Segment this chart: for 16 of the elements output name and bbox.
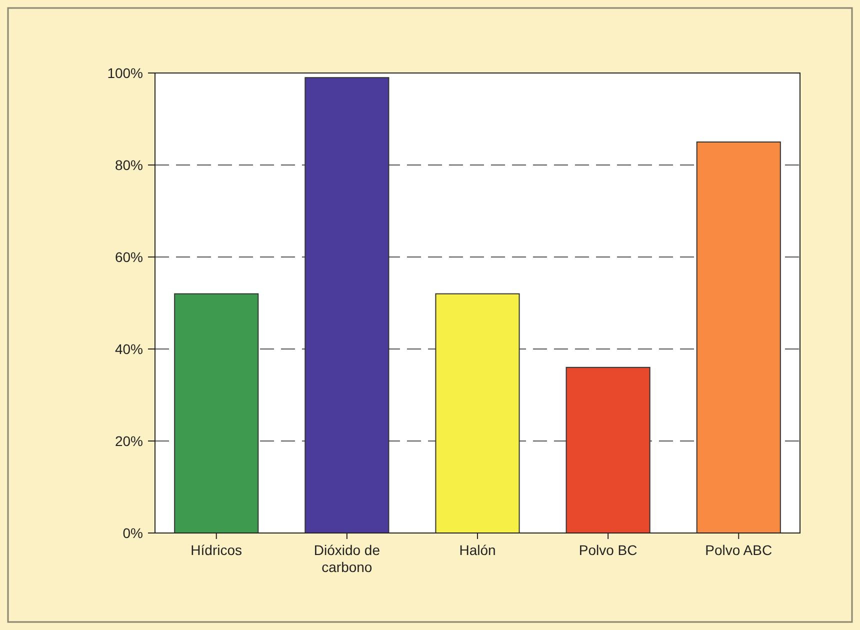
- x-tick-label: Hídricos: [190, 542, 242, 558]
- bar: [566, 366, 650, 534]
- bar: [435, 293, 520, 534]
- y-tick-label: 40%: [114, 340, 143, 357]
- x-tick-label: Polvo ABC: [705, 542, 772, 558]
- y-tick-label: 80%: [114, 156, 143, 173]
- bar: [174, 293, 259, 534]
- bar: [696, 142, 781, 534]
- x-tick-label: Dióxido de carbono: [314, 542, 380, 575]
- x-tick-label: Polvo BC: [578, 542, 638, 558]
- y-tick-label: 100%: [107, 64, 143, 81]
- y-tick-label: 20%: [114, 432, 143, 449]
- y-tick-label: 60%: [114, 248, 143, 265]
- x-tick-label: Halón: [459, 542, 496, 558]
- y-tick-label: 0%: [122, 524, 143, 541]
- bar: [304, 77, 390, 534]
